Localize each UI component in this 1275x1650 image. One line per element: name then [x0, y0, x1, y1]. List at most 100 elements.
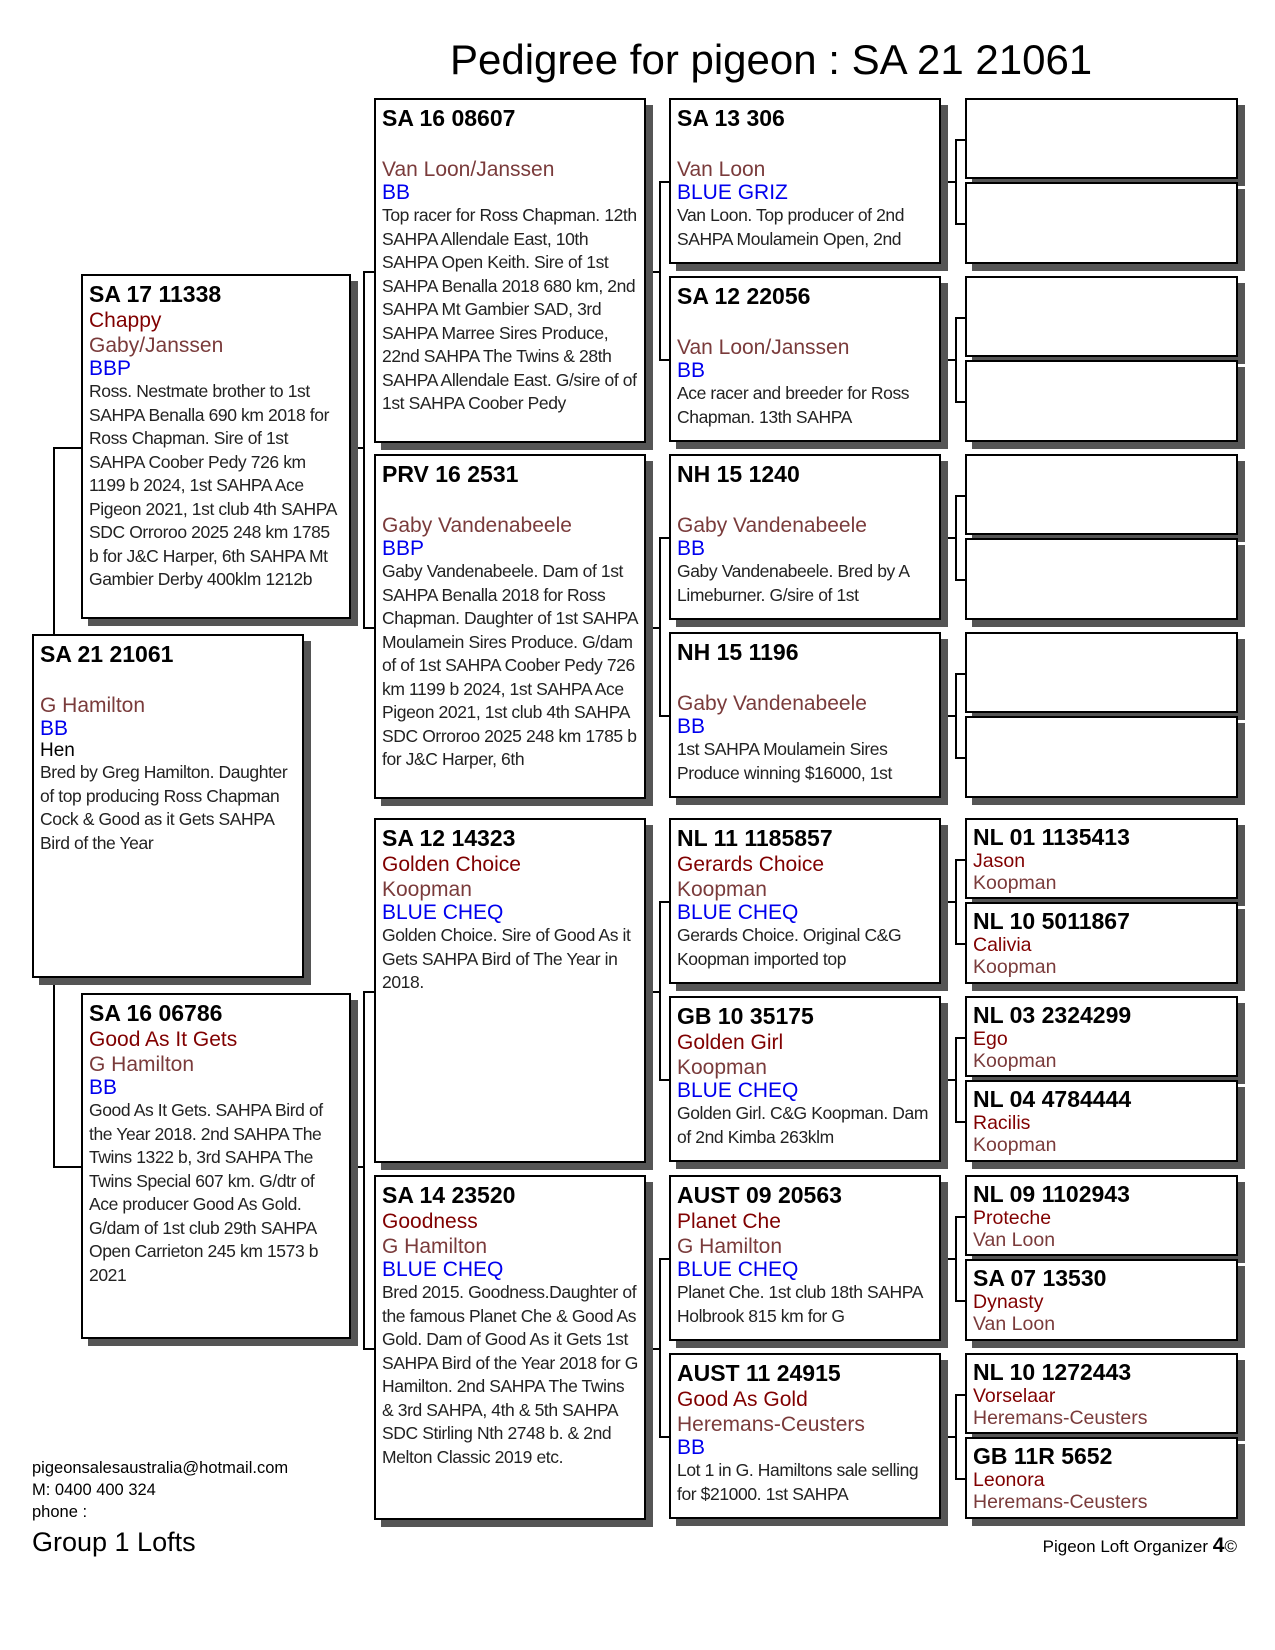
- pigeon-strain: Koopman: [382, 878, 472, 901]
- pigeon-ring: AUST 09 20563: [677, 1182, 842, 1208]
- pigeon-notes: Top racer for Ross Chapman. 12th SAHPA A…: [382, 205, 637, 413]
- pigeon-colour: BB: [677, 715, 706, 738]
- pigeon-name: Golden Choice: [382, 853, 521, 876]
- pigeon-ring: SA 12 22056: [677, 283, 811, 309]
- connector-line: [955, 401, 965, 403]
- connector-line: [363, 990, 374, 993]
- contact-email: pigeonsalesaustralia@hotmail.com: [32, 1459, 289, 1477]
- pigeon-name: Goodness: [382, 1210, 478, 1233]
- ancestor-card[interactable]: [965, 538, 1238, 620]
- pigeon-ring: NL 04 4784444: [973, 1086, 1132, 1112]
- ancestor-card[interactable]: PRV 16 2531 Gaby Vandenabeele BBP Gaby Vand…: [374, 454, 646, 799]
- ancestor-card[interactable]: SA 07 13530 Dynasty Van Loon: [965, 1259, 1238, 1341]
- copyright-symbol: ©: [1224, 1537, 1237, 1556]
- pigeon-strain: Heremans-Ceusters: [973, 1407, 1148, 1429]
- connector-line: [363, 270, 374, 273]
- connector-line: [955, 858, 965, 861]
- ancestor-card[interactable]: GB 11R 5652 Leonora Heremans-Ceusters: [965, 1437, 1238, 1519]
- connector-line: [955, 672, 957, 757]
- ancestor-card[interactable]: SA 16 06786 Good As It Gets G Hamilton BB Go…: [81, 993, 351, 1339]
- connector-line: [941, 181, 955, 183]
- ancestor-card[interactable]: AUST 09 20563 Planet Che G Hamilton BLUE CH…: [669, 1175, 941, 1341]
- connector-line: [955, 494, 965, 497]
- pigeon-strain: Heremans-Ceusters: [677, 1413, 865, 1436]
- connector-line: [363, 1347, 374, 1350]
- ancestor-card[interactable]: SA 16 08607 Van Loon/Janssen BB Top racer f…: [374, 98, 646, 443]
- ancestor-card[interactable]: [965, 632, 1238, 713]
- pigeon-ring: NL 01 1135413: [973, 824, 1130, 850]
- connector-line: [955, 579, 965, 581]
- pigeon-notes: Gerards Choice. Original C&G Koopman imp…: [677, 925, 902, 969]
- software-credit: Pigeon Loft Organizer 4©: [1043, 1534, 1237, 1558]
- connector-line: [955, 1036, 957, 1121]
- pigeon-notes: Good As It Gets. SAHPA Bird of the Year …: [89, 1100, 323, 1285]
- ancestor-card[interactable]: NL 09 1102943 Proteche Van Loon: [965, 1175, 1238, 1256]
- pigeon-strain: G Hamilton: [89, 1053, 195, 1076]
- ancestor-card[interactable]: NH 15 1196 Gaby Vandenabeele BB 1st SAHPA M…: [669, 632, 941, 798]
- ancestor-card[interactable]: [965, 716, 1238, 798]
- ancestor-card[interactable]: NL 11 1185857 Gerards Choice Koopman BLUE C…: [669, 818, 941, 984]
- pigeon-name: Ego: [973, 1028, 1008, 1050]
- pigeon-name: Racilis: [973, 1112, 1031, 1134]
- ancestor-card[interactable]: SA 17 11338 Chappy Gaby/Janssen BBP Ross. Ne…: [81, 274, 351, 619]
- pigeon-notes: Ace racer and breeder for Ross Chapman. …: [677, 383, 910, 427]
- pigeon-notes: Lot 1 in G. Hamiltons sale selling for $…: [677, 1460, 919, 1504]
- connector-line: [646, 1347, 659, 1350]
- ancestor-card[interactable]: SA 12 14323 Golden Choice Koopman BLUE CHEQ…: [374, 818, 646, 1163]
- pigeon-ring: GB 10 35175: [677, 1003, 814, 1029]
- ancestor-card[interactable]: [965, 454, 1238, 535]
- pigeon-ring: SA 16 08607: [382, 105, 516, 131]
- connector-line: [955, 494, 957, 579]
- connector-line: [955, 223, 965, 225]
- pigeon-ring: AUST 11 24915: [677, 1360, 841, 1386]
- pigeon-name: Calivia: [973, 934, 1032, 956]
- ancestor-card[interactable]: NL 03 2324299 Ego Koopman: [965, 996, 1238, 1077]
- ancestor-card[interactable]: [965, 98, 1238, 179]
- pigeon-ring: NL 03 2324299: [973, 1002, 1132, 1028]
- pigeon-strain: Gaby Vandenabeele: [382, 514, 572, 537]
- connector-line: [955, 943, 965, 945]
- ancestor-card[interactable]: SA 12 22056 Van Loon/Janssen BB Ace racer a…: [669, 276, 941, 442]
- pigeon-colour: BB: [677, 359, 706, 382]
- pigeon-strain: Koopman: [973, 956, 1057, 978]
- contact-mobile: M: 0400 400 324: [32, 1481, 156, 1499]
- ancestor-card[interactable]: [965, 360, 1238, 442]
- connector-line: [363, 270, 365, 627]
- connector-line: [351, 1166, 363, 1168]
- ancestor-card[interactable]: SA 14 23520 Goodness G Hamilton BLUE CHEQ Br…: [374, 1175, 646, 1520]
- connector-line: [659, 537, 669, 539]
- connector-line: [53, 446, 81, 449]
- pigeon-name: Leonora: [973, 1469, 1045, 1491]
- ancestor-card[interactable]: GB 10 35175 Golden Girl Koopman BLUE CHEQ Go…: [669, 996, 941, 1162]
- pigeon-ring: NL 10 1272443: [973, 1359, 1132, 1385]
- pigeon-ring: SA 13 306: [677, 105, 785, 131]
- pigeon-ring: SA 21 21061: [40, 641, 174, 667]
- ancestor-card[interactable]: [965, 182, 1238, 264]
- ancestor-card[interactable]: NH 15 1240 Gaby Vandenabeele BB Gaby Vanden…: [669, 454, 941, 620]
- ancestor-card[interactable]: NL 01 1135413 Jason Koopman: [965, 818, 1238, 899]
- ancestor-card[interactable]: NL 10 5011867 Calivia Koopman: [965, 902, 1238, 984]
- pigeon-ring: NL 09 1102943: [973, 1181, 1130, 1207]
- connector-line: [955, 672, 965, 675]
- pigeon-ring: NL 10 5011867: [973, 908, 1130, 934]
- ancestor-card[interactable]: SA 13 306 Van Loon BLUE GRIZ Van Loon. Top …: [669, 98, 941, 264]
- connector-line: [955, 138, 957, 223]
- connector-line: [955, 858, 957, 943]
- ancestor-card[interactable]: NL 10 1272443 Vorselaar Heremans-Ceusters: [965, 1353, 1238, 1434]
- connector-line: [363, 626, 374, 629]
- connector-line: [941, 537, 955, 539]
- pigeon-strain: Koopman: [677, 878, 767, 901]
- pigeon-notes: Van Loon. Top producer of 2nd SAHPA Moul…: [677, 205, 905, 249]
- pigeon-notes: Planet Che. 1st club 18th SAHPA Holbrook…: [677, 1282, 923, 1326]
- ancestor-card[interactable]: NL 04 4784444 Racilis Koopman: [965, 1080, 1238, 1162]
- pigeon-colour: BB: [40, 717, 69, 740]
- pigeon-strain: Koopman: [677, 1056, 767, 1079]
- connector-line: [659, 1079, 669, 1081]
- ancestor-card[interactable]: [965, 276, 1238, 357]
- connector-line: [941, 359, 955, 361]
- pigeon-notes: Golden Choice. Sire of Good As it Gets S…: [382, 925, 631, 992]
- subject-pigeon-card[interactable]: SA 21 21061 G Hamilton BB Hen Bred by Greg H…: [32, 634, 304, 978]
- connector-line: [955, 1121, 965, 1123]
- ancestor-card[interactable]: AUST 11 24915 Good As Gold Heremans-Ceuste…: [669, 1353, 941, 1519]
- connector-line: [659, 537, 661, 715]
